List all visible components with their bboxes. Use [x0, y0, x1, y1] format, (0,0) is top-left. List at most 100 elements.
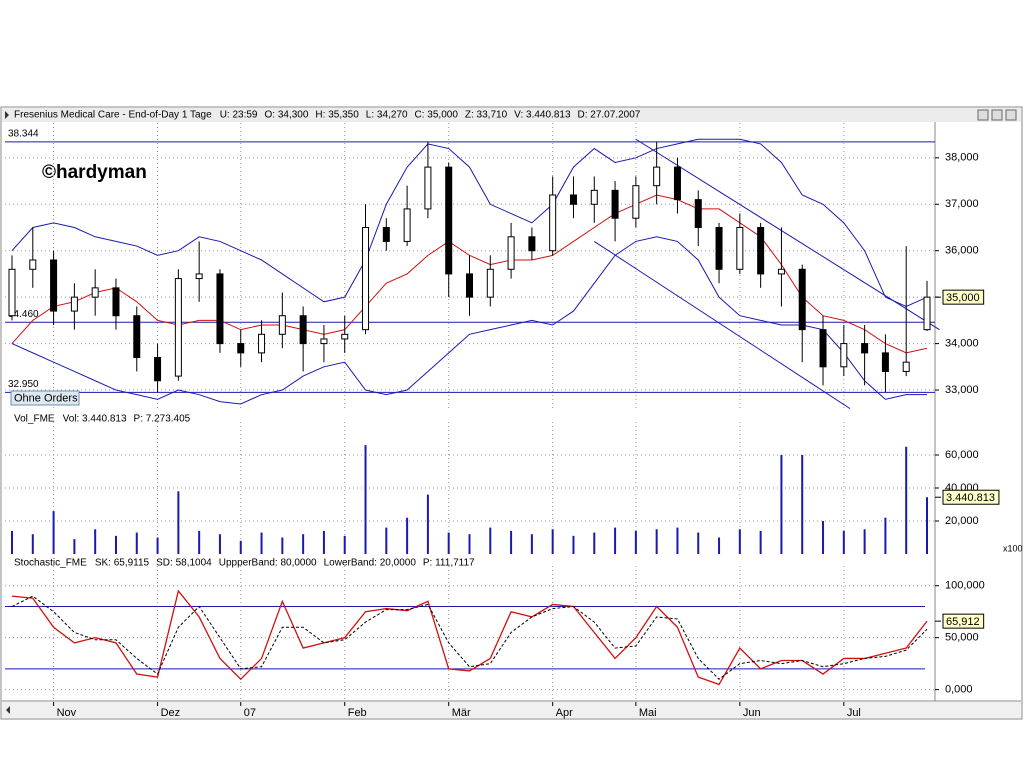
y-tick-label: 50,000: [945, 632, 979, 644]
x-axis-bar: [2, 702, 1021, 718]
candle-body: [258, 333, 266, 354]
last-value-bg: [942, 489, 1000, 505]
y-tick-label: 33,000: [945, 384, 979, 396]
indicator-line: [11, 236, 927, 405]
level-label: 34.460: [8, 309, 39, 320]
watermark: ©hardyman: [42, 162, 147, 183]
volume-bar: [926, 497, 928, 554]
volume-bar: [281, 537, 284, 554]
info-item: H: 35,350: [315, 110, 359, 121]
last-value-box: 35,000: [935, 289, 985, 305]
volume-bar: [52, 511, 55, 554]
orders-button-bg[interactable]: [10, 390, 80, 406]
trend-line: [593, 241, 851, 410]
volume-bar: [822, 521, 825, 554]
orders-button[interactable]: Ohne Orders: [14, 392, 78, 404]
level-label: 32.950: [8, 379, 39, 390]
x-tick-label: Nov: [57, 707, 77, 719]
x-tick-label: Apr: [556, 707, 573, 719]
volume-bar: [406, 517, 409, 554]
volume-bar: [31, 534, 34, 554]
candle-body: [757, 226, 765, 275]
volume-bar: [156, 537, 159, 554]
last-value-box: 65,912: [935, 613, 985, 629]
volume-bar: [385, 527, 388, 554]
info-item: SD: 58,1004: [156, 558, 212, 569]
x-tick-label: Mai: [639, 707, 657, 719]
x-tick-label: Dez: [161, 707, 181, 719]
candle-body: [362, 226, 370, 331]
volume-bar: [676, 527, 679, 554]
volume-bar: [905, 446, 908, 554]
volume-bar: [11, 530, 13, 554]
info-item: D: 27.07.2007: [578, 110, 641, 121]
candle-body: [50, 259, 58, 312]
candle-body: [445, 166, 453, 275]
volume-bar: [718, 537, 721, 554]
indicator-line: [11, 194, 928, 354]
candle-body: [590, 189, 598, 205]
candle-body: [320, 338, 328, 345]
close-button[interactable]: [1005, 109, 1017, 121]
candle-body: [861, 343, 869, 354]
volume-bar: [364, 445, 367, 554]
candle-body: [653, 166, 661, 187]
volume-bar: [177, 491, 180, 554]
y-tick-label: 38,000: [945, 152, 979, 164]
volume-bar: [697, 532, 700, 554]
panel-title: Fresenius Medical Care - End-of-Day 1 Ta…: [14, 110, 212, 121]
y-tick-label: 20,000: [945, 515, 979, 527]
panel-title: Vol_FME: [14, 414, 55, 425]
window-buttons: [977, 109, 1017, 121]
volume-bar: [842, 530, 845, 554]
scroll-arrow[interactable]: [6, 706, 10, 714]
panel-header: [2, 410, 1021, 421]
candle-body: [341, 333, 349, 340]
volume-bar: [302, 534, 305, 554]
indicator-line: [11, 138, 928, 307]
candle-body: [29, 259, 37, 270]
y-tick-label: 100,000: [945, 580, 985, 592]
volume-bar: [551, 529, 554, 554]
candle-body: [881, 352, 889, 372]
candle-body: [133, 315, 141, 359]
expand-arrow[interactable]: [5, 111, 9, 119]
candle-body: [840, 343, 848, 368]
panel-title: Stochastic_FME: [14, 558, 87, 569]
minimize-button[interactable]: [977, 109, 989, 121]
last-value-bg: [942, 289, 985, 305]
info-item: V: 3.440.813: [514, 110, 571, 121]
candle-body: [673, 166, 681, 201]
last-value-label: 3.440.813: [946, 492, 995, 504]
volume-bar: [114, 535, 117, 554]
candle-body: [237, 343, 245, 354]
candle-body: [736, 226, 744, 270]
candle-body: [611, 189, 619, 219]
candle-body: [798, 268, 806, 331]
volume-bar: [489, 527, 492, 554]
volume-bar: [260, 532, 263, 554]
volume-bar: [343, 535, 346, 554]
maximize-button[interactable]: [991, 109, 1003, 121]
volume-bar: [94, 529, 97, 554]
stochastic-line: [11, 589, 928, 686]
volume-bar: [801, 455, 804, 554]
y-tick-label: 0,000: [945, 684, 973, 696]
unit-label: x100: [1003, 543, 1023, 553]
stochastic-line: [11, 595, 928, 680]
candle-body: [8, 268, 16, 317]
candle-body: [923, 296, 931, 331]
info-item: Z: 33,710: [465, 110, 508, 121]
volume-bar: [530, 534, 533, 554]
candle-body: [569, 194, 577, 205]
volume-bar: [426, 494, 429, 554]
last-value-label: 65,912: [946, 616, 980, 628]
last-value-box: 3.440.813: [935, 489, 1000, 505]
info-item: C: 35,000: [415, 110, 459, 121]
candle-body: [424, 166, 432, 210]
info-item: L: 34,270: [366, 110, 408, 121]
x-tick-label: Jul: [847, 707, 861, 719]
volume-bar: [239, 540, 242, 554]
candle-body: [70, 296, 78, 312]
info-item: Vol: 3.440.813: [63, 414, 127, 425]
